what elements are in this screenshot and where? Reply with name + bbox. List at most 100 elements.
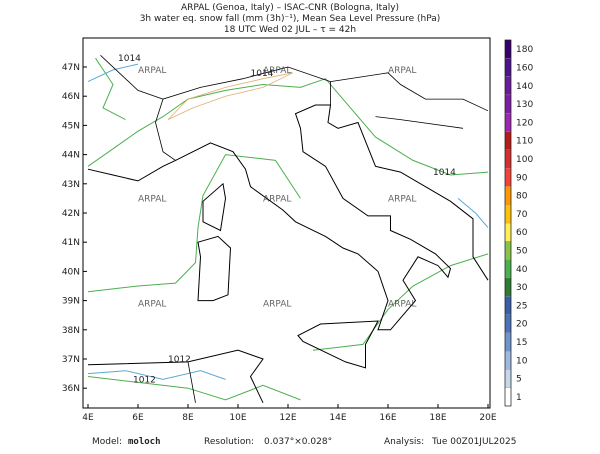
colorbar-swatch: [504, 76, 512, 96]
coastline: [87, 104, 489, 331]
pressure-contour: [457, 198, 489, 228]
watermark: ARPAL: [263, 299, 291, 309]
colorbar-swatch: [504, 204, 512, 224]
colorbar-swatch: [504, 149, 512, 169]
colorbar-swatch: [504, 167, 512, 187]
lat-label: 42N: [62, 209, 80, 219]
lon-label: 10E: [229, 413, 246, 423]
colorbar-label: 110: [516, 137, 533, 147]
colorbar-swatch: [504, 332, 512, 352]
colorbar-swatch: [504, 241, 512, 260]
colorbar-label: 120: [516, 118, 533, 128]
colorbar-label: 30: [516, 283, 528, 293]
lat-label: 41N: [62, 238, 80, 248]
lat-label: 46N: [62, 92, 80, 102]
lat-label: 40N: [62, 267, 80, 277]
colorbar-label: 1: [516, 393, 522, 403]
pressure-contour: [95, 57, 126, 121]
lon-label: 14E: [329, 413, 346, 423]
colorbar-label: 5: [516, 375, 522, 385]
lat-label: 44N: [62, 151, 80, 161]
watermark: ARPAL: [263, 194, 291, 204]
watermark: ARPAL: [388, 194, 416, 204]
footer-label: Resolution:: [204, 437, 254, 447]
pressure-contour: [87, 376, 301, 401]
colorbar-swatch: [504, 186, 512, 205]
lat-label: 39N: [62, 297, 80, 307]
colorbar: 1510152025304050607080901001101201301401…: [504, 39, 533, 407]
colorbar-swatch: [504, 222, 512, 242]
border: [100, 55, 164, 100]
lon-label: 16E: [379, 413, 396, 423]
colorbar-swatch: [504, 369, 512, 388]
lon-label: 8E: [182, 413, 194, 423]
pressure-contour: [87, 370, 226, 380]
contour-label: 1014: [433, 168, 456, 178]
colorbar-swatch: [504, 277, 512, 297]
watermark: ARPAL: [263, 66, 291, 76]
colorbar-swatch: [504, 314, 512, 333]
coastline: [297, 320, 379, 369]
pressure-contour: [312, 253, 489, 351]
watermark: ARPAL: [138, 66, 166, 76]
border: [155, 66, 331, 161]
colorbar-label: 80: [516, 192, 528, 202]
border: [187, 361, 196, 403]
footer-value: Tue 00Z01JUL2025: [431, 437, 516, 447]
contour-label: 1012: [168, 355, 191, 365]
colorbar-swatch: [504, 58, 512, 77]
lat-label: 47N: [62, 63, 80, 73]
lon-label: 18E: [429, 413, 446, 423]
map-frame: [82, 37, 491, 409]
lon-label: 6E: [132, 413, 144, 423]
coastline: [202, 182, 227, 232]
colorbar-swatch: [504, 94, 512, 114]
colorbar-label: 180: [516, 45, 533, 55]
colorbar-label: 90: [516, 173, 528, 183]
colorbar-swatch: [504, 113, 512, 132]
footer-label: Analysis:: [384, 437, 424, 447]
colorbar-swatch: [504, 131, 512, 150]
watermark: ARPAL: [388, 66, 416, 76]
header-line: 3h water eq. snow fall (mm (3h)⁻¹), Mean…: [140, 14, 441, 24]
coastline: [197, 235, 232, 302]
colorbar-swatch: [504, 350, 512, 370]
colorbar-swatch: [504, 296, 512, 315]
header-line: ARPAL (Genoa, Italy) – ISAC-CNR (Bologna…: [181, 3, 399, 13]
lat-label: 36N: [62, 384, 80, 394]
colorbar-label: 40: [516, 265, 528, 275]
watermark: ARPAL: [138, 299, 166, 309]
colorbar-swatch: [504, 387, 512, 407]
watermark: ARPAL: [388, 299, 416, 309]
footer-value: moloch: [128, 437, 161, 447]
contour-label: 1012: [133, 375, 156, 385]
pressure-contour: [87, 63, 139, 83]
border: [330, 72, 489, 112]
footer-label: Model:: [92, 437, 122, 447]
border: [375, 116, 464, 129]
colorbar-label: 50: [516, 246, 528, 256]
footer-value: 0.037°×0.028°: [264, 437, 332, 447]
header-line: 18 UTC Wed 02 JUL – τ = 42h: [224, 25, 356, 35]
snow-contour: [167, 72, 294, 120]
lat-label: 38N: [62, 326, 80, 336]
lat-label: 45N: [62, 121, 80, 131]
colorbar-label: 15: [516, 338, 527, 348]
map: ARPAL ARPAL ARPAL ARPAL ARPAL ARPAL ARPAL ARPAL…: [62, 37, 497, 423]
colorbar-swatch: [504, 259, 512, 279]
contour-label: 1014: [251, 69, 274, 79]
colorbar-label: 60: [516, 228, 528, 238]
pressure-contour: [87, 78, 489, 176]
colorbar-label: 140: [516, 82, 533, 92]
lat-label: 37N: [62, 355, 80, 365]
colorbar-label: 100: [516, 155, 533, 165]
contour-label: 1014: [118, 54, 141, 64]
colorbar-label: 130: [516, 100, 533, 110]
colorbar-swatch: [504, 39, 512, 59]
lon-label: 20E: [479, 413, 496, 423]
watermark: ARPAL: [138, 194, 166, 204]
colorbar-label: 10: [516, 356, 528, 366]
colorbar-label: 25: [516, 301, 527, 311]
colorbar-label: 20: [516, 320, 528, 330]
